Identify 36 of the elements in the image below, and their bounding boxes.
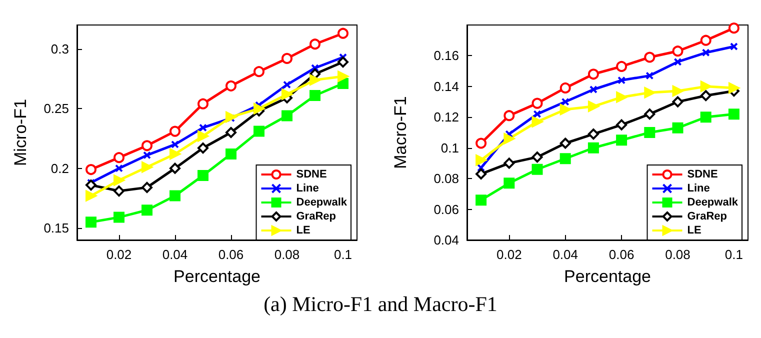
legend-label: LE [296, 224, 310, 236]
legend-label: SDNE [687, 168, 718, 180]
text: (a) Micro-F1 and Macro-F1 [262, 292, 498, 317]
legend-label: SDNE [296, 168, 327, 180]
y-tick-label: 0.2 [50, 160, 69, 176]
y-tick-label: 0.04 [434, 232, 459, 248]
y-tick-label: 0.06 [434, 202, 459, 217]
x-tick-label: 0.04 [552, 247, 578, 262]
y-axis-title: Micro-F1 [11, 98, 30, 166]
y-tick-label: 0.3 [50, 41, 69, 56]
y-tick-label: 0.14 [434, 78, 459, 94]
x-tick-label: 0.02 [496, 247, 522, 262]
x-tick-label: 0.1 [724, 247, 743, 262]
legend-label: GraRep [296, 210, 336, 222]
y-axis-title: Macro-F1 [391, 96, 410, 169]
x-tick-label: 0.08 [274, 247, 300, 262]
x-tick-label: 0.02 [106, 247, 132, 262]
x-tick-label: 0.04 [162, 247, 188, 262]
x-axis-title: Percentage [564, 267, 651, 286]
x-axis-title: Percentage [174, 267, 260, 286]
legend-label: Deepwalk [296, 196, 348, 208]
x-tick-label: 0.08 [665, 247, 690, 262]
x-tick-label: 0.1 [334, 247, 352, 262]
legend-label: GraRep [687, 210, 728, 222]
y-tick-label: 0.08 [434, 171, 459, 186]
y-tick-label: 0.16 [434, 48, 459, 64]
legend-label: Line [687, 182, 710, 194]
y-tick-label: 0.15 [44, 220, 69, 236]
y-tick-label: 0.1 [440, 140, 459, 156]
y-tick-label: 0.12 [434, 110, 459, 125]
x-tick-label: 0.06 [608, 247, 634, 262]
x-tick-label: 0.06 [218, 247, 244, 262]
y-tick-label: 0.25 [44, 101, 69, 116]
legend-label: Deepwalk [687, 196, 739, 208]
legend-label: LE [687, 224, 702, 236]
legend-label: Line [296, 182, 319, 194]
